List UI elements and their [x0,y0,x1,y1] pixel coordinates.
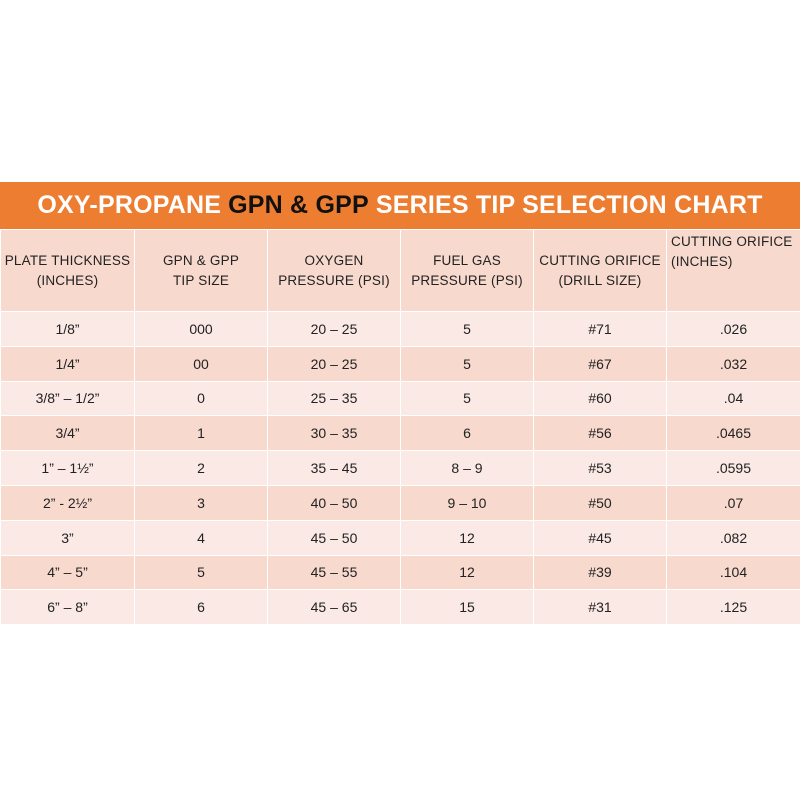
cell-oxygen-pressure: 20 – 25 [267,345,401,382]
header-row: PLATE THICKNESS (INCHES) GPN & GPP TIP S… [0,229,800,312]
cell-orifice-drill-size: #53 [533,450,667,486]
cell-plate-thickness: 3/8” – 1/2” [0,380,135,417]
table-row: 4” – 5” 5 45 – 55 12 #39.104 [0,554,800,591]
cell-fuel-gas-pressure: 15 [400,589,534,626]
cell-orifice-drill-size: #67 [533,345,667,382]
cell-plate-thickness: 1/8” [0,311,135,347]
cell-orifice-inches: .0595 [666,450,800,486]
cell-orifice-drill-size: #31 [533,589,667,626]
cell-oxygen-pressure: 45 – 55 [267,554,401,591]
cell-orifice-drill-size: #39 [533,554,667,591]
cell-plate-thickness: 2” - 2½” [0,484,135,521]
cell-tip-size: 6 [134,589,268,626]
table-row: 3/8” – 1/2” 0 25 – 35 5 #60.04 [0,380,800,417]
header-plate-thickness: PLATE THICKNESS (INCHES) [0,229,135,312]
cell-plate-thickness: 4” – 5” [0,554,135,591]
cell-orifice-inches: .104 [666,554,800,591]
title-part-1: OXY-PROPANE [37,191,222,219]
title-part-3: SERIES TIP SELECTION CHART [375,191,763,219]
cell-orifice-inches: .082 [666,519,800,556]
cell-orifice-inches: .026 [666,311,800,347]
cell-orifice-inches: .0465 [666,415,800,452]
chart-title: OXY-PROPANE GPN & GPP SERIES TIP SELECTI… [0,182,800,229]
cell-fuel-gas-pressure: 8 – 9 [400,450,534,486]
header-orifice-inches: CUTTING ORIFICE (INCHES) [666,229,800,312]
table-body: 1/8” 000 20 – 25 5 #71.026 1/4” 00 20 – 25 5 #67.… [0,311,800,626]
cell-fuel-gas-pressure: 9 – 10 [400,484,534,521]
cell-fuel-gas-pressure: 5 [400,345,534,382]
cell-fuel-gas-pressure: 5 [400,380,534,417]
header-tip-size: GPN & GPP TIP SIZE [134,229,268,312]
header-oxygen-pressure: OXYGEN PRESSURE (PSI) [267,229,401,312]
cell-tip-size: 3 [134,484,268,521]
cell-orifice-drill-size: #60 [533,380,667,417]
table-row: 3/4” 1 30 – 35 6 #56.0465 [0,415,800,452]
cell-orifice-inches: .04 [666,380,800,417]
header-orifice-drill-size: CUTTING ORIFICE (DRILL SIZE) [533,229,667,312]
table-row: 1/8” 000 20 – 25 5 #71.026 [0,311,800,347]
cell-fuel-gas-pressure: 12 [400,519,534,556]
cell-orifice-inches: .032 [666,345,800,382]
cell-plate-thickness: 3/4” [0,415,135,452]
cell-plate-thickness: 3” [0,519,135,556]
cell-orifice-inches: .07 [666,484,800,521]
cell-tip-size: 0 [134,380,268,417]
cell-fuel-gas-pressure: 5 [400,311,534,347]
table-row: 6” – 8” 6 45 – 65 15 #31.125 [0,589,800,626]
cell-orifice-drill-size: #71 [533,311,667,347]
cell-fuel-gas-pressure: 6 [400,415,534,452]
tip-table: PLATE THICKNESS (INCHES) GPN & GPP TIP S… [0,229,800,626]
cell-oxygen-pressure: 35 – 45 [267,450,401,486]
cell-orifice-drill-size: #45 [533,519,667,556]
cell-plate-thickness: 1” – 1½” [0,450,135,486]
cell-oxygen-pressure: 25 – 35 [267,380,401,417]
cell-oxygen-pressure: 20 – 25 [267,311,401,347]
cell-orifice-drill-size: #50 [533,484,667,521]
table-row: 1/4” 00 20 – 25 5 #67.032 [0,345,800,382]
cell-tip-size: 00 [134,345,268,382]
table-row: 1” – 1½” 2 35 – 45 8 – 9 #53.0595 [0,450,800,486]
tip-selection-chart: OXY-PROPANE GPN & GPP SERIES TIP SELECTI… [0,182,800,626]
cell-orifice-drill-size: #56 [533,415,667,452]
header-fuel-gas-pressure: FUEL GAS PRESSURE (PSI) [400,229,534,312]
cell-oxygen-pressure: 45 – 50 [267,519,401,556]
cell-oxygen-pressure: 45 – 65 [267,589,401,626]
cell-oxygen-pressure: 40 – 50 [267,484,401,521]
cell-fuel-gas-pressure: 12 [400,554,534,591]
cell-orifice-inches: .125 [666,589,800,626]
table-row: 2” - 2½” 3 40 – 50 9 – 10 #50.07 [0,484,800,521]
cell-tip-size: 5 [134,554,268,591]
cell-tip-size: 000 [134,311,268,347]
title-part-2: GPN & GPP [228,191,369,219]
cell-tip-size: 4 [134,519,268,556]
cell-plate-thickness: 6” – 8” [0,589,135,626]
table-row: 3” 4 45 – 50 12 #45.082 [0,519,800,556]
cell-plate-thickness: 1/4” [0,345,135,382]
cell-tip-size: 2 [134,450,268,486]
cell-oxygen-pressure: 30 – 35 [267,415,401,452]
cell-tip-size: 1 [134,415,268,452]
